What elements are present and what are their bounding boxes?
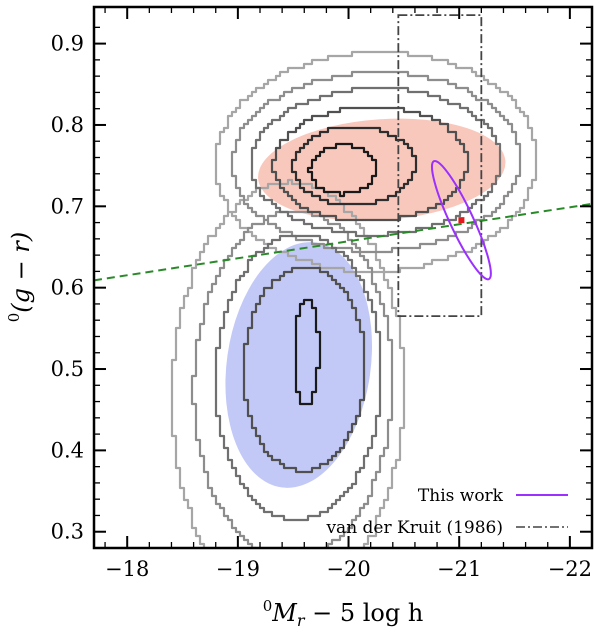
x-axis-label: 0Mr − 5 log h: [263, 597, 424, 630]
y-tick-label: 0.5: [51, 357, 84, 381]
plot-area: [94, 14, 592, 548]
y-tick-label: 0.9: [51, 32, 84, 56]
density-contour-level-3: [214, 86, 502, 522]
legend: This work van der Kruit (1986): [325, 486, 568, 538]
legend-label-this-work: This work: [418, 486, 504, 506]
y-tick-label: 0.6: [51, 276, 84, 300]
density-contour-level-4: [242, 106, 470, 474]
x-tick-label: −19: [216, 557, 260, 581]
y-axis-label: 0(g − r): [5, 232, 35, 322]
axes: −18 −19 −20 −21 −22 0.3 0.4 0.5 0.6 0.7 0.8 0.9: [51, 7, 592, 581]
legend-label-van-der-kruit: van der Kruit (1986): [325, 518, 503, 538]
blue-cloud-ellipse: [225, 242, 373, 488]
x-tick-label: −21: [437, 557, 481, 581]
density-contour-level-6: [294, 142, 378, 406]
x-tick-label: −18: [105, 557, 149, 581]
density-contour-level-5: [290, 126, 418, 206]
x-tick-label: −22: [548, 557, 592, 581]
y-tick-label: 0.4: [51, 438, 84, 462]
y-tick-label: 0.7: [51, 194, 84, 218]
x-tick-label: −20: [326, 557, 370, 581]
van-der-kruit-box: [397, 14, 483, 318]
plot-frame: [92, 5, 594, 550]
y-tick-label: 0.8: [51, 113, 84, 137]
this-work-ellipse: [430, 159, 492, 281]
this-work-point: [458, 217, 465, 224]
y-tick-label: 0.3: [51, 520, 84, 544]
red-blue-divider-line: [94, 202, 592, 282]
